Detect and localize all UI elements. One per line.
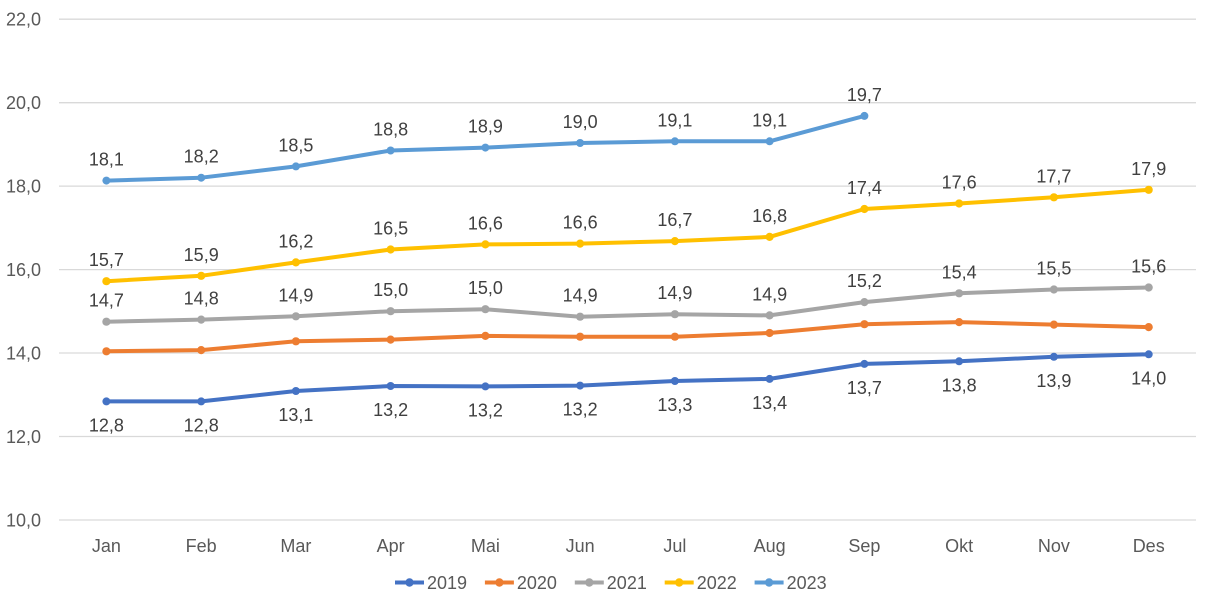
svg-text:16,8: 16,8 xyxy=(752,206,787,226)
svg-text:Mar: Mar xyxy=(280,536,311,556)
svg-text:19,1: 19,1 xyxy=(657,110,692,130)
svg-text:14,0: 14,0 xyxy=(6,343,41,363)
svg-text:2021: 2021 xyxy=(607,573,647,593)
svg-text:10,0: 10,0 xyxy=(6,510,41,530)
svg-text:14,9: 14,9 xyxy=(563,286,598,306)
svg-text:16,6: 16,6 xyxy=(563,213,598,233)
svg-text:Jun: Jun xyxy=(566,536,595,556)
svg-text:14,8: 14,8 xyxy=(184,289,219,309)
svg-text:14,7: 14,7 xyxy=(89,291,124,311)
svg-text:13,2: 13,2 xyxy=(563,400,598,420)
svg-text:18,8: 18,8 xyxy=(373,120,408,140)
svg-text:Nov: Nov xyxy=(1038,536,1070,556)
svg-text:16,6: 16,6 xyxy=(468,213,503,233)
svg-text:17,7: 17,7 xyxy=(1036,166,1071,186)
svg-text:Feb: Feb xyxy=(186,536,217,556)
svg-text:15,9: 15,9 xyxy=(184,245,219,265)
svg-text:15,6: 15,6 xyxy=(1131,257,1166,277)
svg-text:17,6: 17,6 xyxy=(942,173,977,193)
svg-text:13,1: 13,1 xyxy=(278,405,313,425)
svg-text:18,1: 18,1 xyxy=(89,150,124,170)
svg-text:18,9: 18,9 xyxy=(468,117,503,137)
svg-text:15,0: 15,0 xyxy=(373,280,408,300)
svg-text:19,7: 19,7 xyxy=(847,85,882,105)
svg-text:13,7: 13,7 xyxy=(847,378,882,398)
svg-text:17,4: 17,4 xyxy=(847,178,882,198)
svg-text:19,0: 19,0 xyxy=(563,112,598,132)
svg-text:18,5: 18,5 xyxy=(278,135,313,155)
svg-text:20,0: 20,0 xyxy=(6,93,41,113)
svg-text:16,2: 16,2 xyxy=(278,231,313,251)
svg-text:Aug: Aug xyxy=(754,536,786,556)
svg-text:13,3: 13,3 xyxy=(657,395,692,415)
svg-text:19,1: 19,1 xyxy=(752,110,787,130)
svg-text:Apr: Apr xyxy=(377,536,405,556)
svg-text:17,9: 17,9 xyxy=(1131,159,1166,179)
svg-text:Jul: Jul xyxy=(663,536,686,556)
svg-text:14,9: 14,9 xyxy=(752,284,787,304)
svg-text:Des: Des xyxy=(1133,536,1165,556)
svg-text:13,2: 13,2 xyxy=(373,400,408,420)
svg-text:15,2: 15,2 xyxy=(847,271,882,291)
svg-text:15,5: 15,5 xyxy=(1036,259,1071,279)
svg-text:13,9: 13,9 xyxy=(1036,371,1071,391)
svg-text:16,5: 16,5 xyxy=(373,219,408,239)
svg-text:2019: 2019 xyxy=(427,573,467,593)
svg-text:13,8: 13,8 xyxy=(942,375,977,395)
svg-text:18,2: 18,2 xyxy=(184,147,219,167)
svg-text:18,0: 18,0 xyxy=(6,176,41,196)
svg-text:Jan: Jan xyxy=(92,536,121,556)
svg-text:22,0: 22,0 xyxy=(6,10,41,30)
svg-text:Okt: Okt xyxy=(945,536,973,556)
svg-text:15,0: 15,0 xyxy=(468,278,503,298)
svg-text:15,7: 15,7 xyxy=(89,250,124,270)
svg-text:2023: 2023 xyxy=(787,573,827,593)
svg-text:Mai: Mai xyxy=(471,536,500,556)
svg-text:12,8: 12,8 xyxy=(89,415,124,435)
svg-text:13,2: 13,2 xyxy=(468,400,503,420)
svg-text:14,9: 14,9 xyxy=(278,285,313,305)
svg-text:15,4: 15,4 xyxy=(942,262,977,282)
svg-text:12,0: 12,0 xyxy=(6,427,41,447)
svg-text:14,9: 14,9 xyxy=(657,283,692,303)
svg-text:16,7: 16,7 xyxy=(657,210,692,230)
svg-text:13,4: 13,4 xyxy=(752,393,787,413)
svg-text:2020: 2020 xyxy=(517,573,557,593)
svg-text:16,0: 16,0 xyxy=(6,260,41,280)
svg-text:2022: 2022 xyxy=(697,573,737,593)
svg-text:12,8: 12,8 xyxy=(184,415,219,435)
svg-text:Sep: Sep xyxy=(848,536,880,556)
svg-text:14,0: 14,0 xyxy=(1131,368,1166,388)
